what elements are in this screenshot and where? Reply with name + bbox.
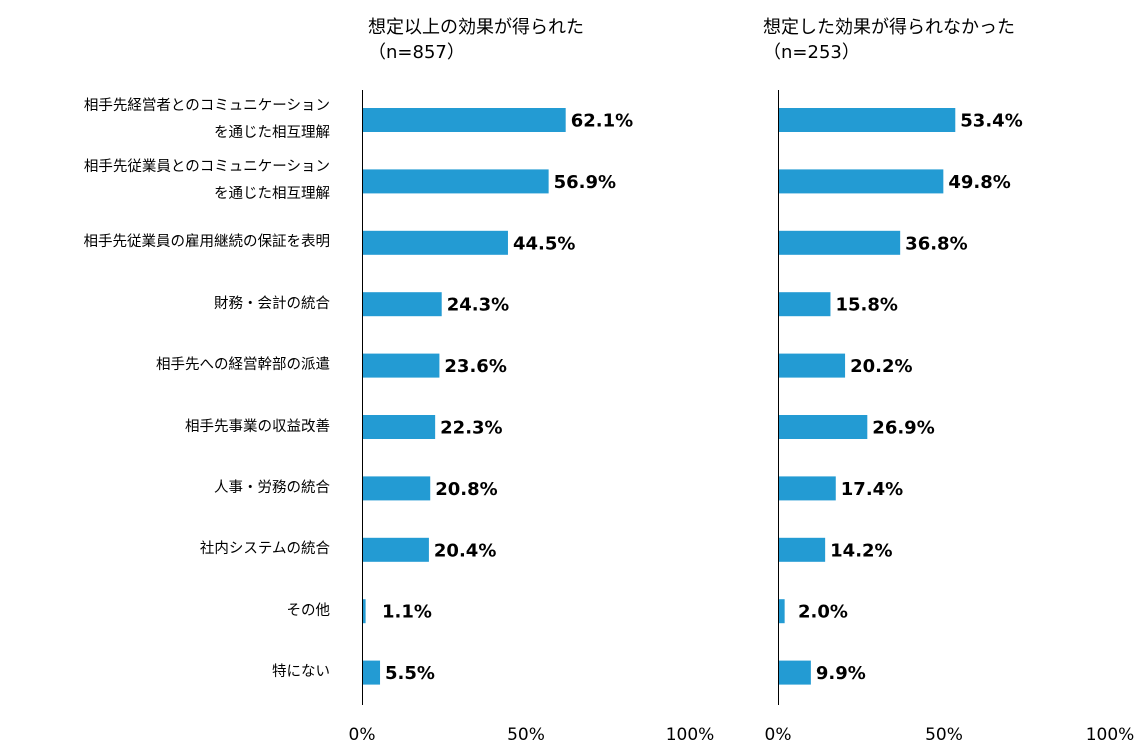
x-tick-label: 100% bbox=[1086, 725, 1135, 743]
x-tick-label: 100% bbox=[666, 725, 715, 743]
value-label: 15.8% bbox=[835, 295, 897, 316]
bar bbox=[778, 415, 868, 439]
category-label-line: 相手先への経営幹部の派遣 bbox=[156, 357, 330, 374]
bar bbox=[362, 353, 440, 378]
category-label: 相手先従業員の雇用継続の保証を表明 bbox=[84, 229, 331, 256]
value-label: 20.4% bbox=[434, 540, 496, 561]
bar bbox=[362, 415, 436, 439]
bar bbox=[362, 660, 381, 685]
category-label: 相手先への経営幹部の派遣 bbox=[156, 352, 330, 379]
category-label-line: 相手先経営者とのコミュニケーション bbox=[83, 98, 330, 114]
category-label-line: を通じた相互理解 bbox=[214, 186, 330, 203]
bar bbox=[362, 599, 366, 624]
value-label: 49.8% bbox=[948, 172, 1010, 193]
category-label: 特にない bbox=[272, 659, 330, 686]
right-subtitle: （n=253） bbox=[763, 42, 860, 63]
value-label: 17.4% bbox=[841, 479, 903, 500]
bar bbox=[778, 169, 944, 194]
left-title: 想定以上の効果が得られた bbox=[368, 17, 584, 38]
value-label: 2.0% bbox=[798, 602, 848, 623]
x-tick-label: 0% bbox=[349, 725, 376, 743]
value-label: 14.2% bbox=[830, 540, 892, 561]
x-tick-label: 0% bbox=[765, 725, 792, 743]
value-label: 20.2% bbox=[850, 356, 912, 377]
value-label: 53.4% bbox=[960, 111, 1022, 132]
left-panel-title: 想定以上の効果が得られた （n=857） bbox=[368, 15, 584, 65]
bar bbox=[362, 108, 566, 132]
bar bbox=[362, 230, 508, 255]
category-label: 相手先経営者とのコミュニケーションを通じた相互理解 bbox=[84, 93, 330, 147]
bar bbox=[362, 476, 431, 501]
right-title: 想定した効果が得られなかった bbox=[763, 17, 1015, 38]
category-label: 社内システムの統合 bbox=[200, 536, 330, 563]
category-label-line: 特にない bbox=[272, 664, 330, 681]
bar bbox=[778, 353, 846, 378]
bar bbox=[362, 292, 442, 317]
category-label: 相手先従業員とのコミュニケーションを通じた相互理解 bbox=[84, 154, 330, 208]
value-label: 24.3% bbox=[447, 295, 509, 316]
x-tick-label: 50% bbox=[925, 725, 963, 743]
right-panel-title: 想定した効果が得られなかった （n=253） bbox=[763, 15, 1015, 65]
category-label: 相手先事業の収益改善 bbox=[185, 414, 330, 441]
category-label-line: その他 bbox=[286, 602, 331, 619]
bar bbox=[362, 169, 549, 194]
category-label-line: 相手先従業員とのコミュニケーション bbox=[83, 159, 330, 176]
bar bbox=[778, 230, 901, 255]
value-label: 62.1% bbox=[571, 111, 633, 132]
value-label: 44.5% bbox=[513, 233, 575, 254]
category-label-line: 人事・労務の統合 bbox=[214, 479, 330, 496]
category-label: 財務・会計の統合 bbox=[214, 291, 330, 318]
category-label: 人事・労務の統合 bbox=[214, 475, 330, 502]
bar bbox=[778, 108, 956, 132]
category-label-line: 財務・会計の統合 bbox=[214, 295, 330, 312]
bar bbox=[778, 537, 826, 562]
value-label: 23.6% bbox=[444, 356, 506, 377]
left-subtitle: （n=857） bbox=[368, 42, 465, 63]
bar bbox=[778, 660, 811, 685]
bar bbox=[778, 476, 836, 501]
x-tick-label: 50% bbox=[507, 725, 545, 743]
value-label: 1.1% bbox=[382, 602, 432, 623]
value-label: 5.5% bbox=[385, 663, 435, 684]
bar bbox=[778, 292, 831, 317]
bar bbox=[778, 599, 785, 624]
value-label: 56.9% bbox=[554, 172, 616, 193]
value-label: 36.8% bbox=[905, 233, 967, 254]
category-label-line: 社内システムの統合 bbox=[199, 541, 330, 558]
value-label: 22.3% bbox=[440, 418, 502, 439]
category-label: その他 bbox=[287, 598, 331, 625]
category-label-line: 相手先従業員の雇用継続の保証を表明 bbox=[83, 234, 331, 251]
value-label: 9.9% bbox=[816, 663, 866, 684]
value-label: 26.9% bbox=[872, 418, 934, 439]
value-label: 20.8% bbox=[435, 479, 497, 500]
bar bbox=[362, 537, 429, 562]
category-label-line: 相手先事業の収益改善 bbox=[185, 418, 330, 435]
category-label-line: を通じた相互理解 bbox=[214, 125, 330, 141]
